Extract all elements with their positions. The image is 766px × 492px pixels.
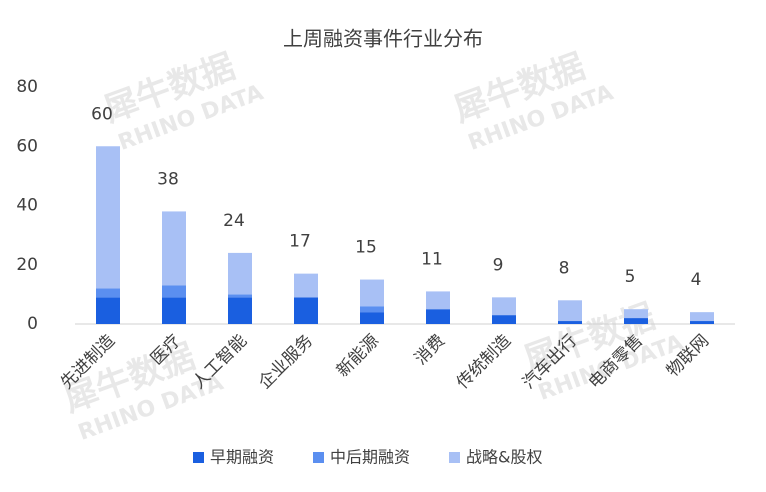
y-tick-label: 80: [16, 77, 38, 97]
bar-segment: [624, 318, 648, 324]
x-tick-label: 传统制造: [453, 331, 515, 393]
legend-label: 战略&股权: [466, 448, 542, 467]
total-label: 4: [691, 270, 702, 290]
legend-swatch: [313, 452, 324, 463]
legend-label: 早期融资: [210, 448, 274, 467]
y-tick-label: 20: [16, 255, 38, 275]
bar-segment: [294, 273, 318, 298]
bar-segment: [162, 211, 186, 286]
bar-segment: [624, 309, 648, 319]
bar-segment: [360, 312, 384, 324]
bar-segment: [162, 285, 186, 298]
legend-swatch: [193, 452, 204, 463]
total-label: 60: [91, 104, 113, 124]
total-label: 5: [625, 267, 636, 287]
bar-segment: [426, 291, 450, 310]
bar-segment: [360, 306, 384, 313]
bar-segment: [360, 279, 384, 307]
bar-segment: [96, 297, 120, 324]
total-label: 8: [559, 258, 570, 278]
bar-segment: [558, 300, 582, 322]
bar-segment: [690, 312, 714, 322]
bar-segment: [228, 294, 252, 298]
legend-label: 中后期融资: [330, 448, 410, 467]
bar-segment: [228, 252, 252, 295]
bar-segment: [96, 146, 120, 289]
total-label: 38: [157, 169, 179, 189]
bar-segment: [228, 297, 252, 324]
bar-segment: [558, 321, 582, 324]
chart-title: 上周融资事件行业分布: [283, 27, 483, 51]
total-label: 15: [355, 238, 377, 258]
total-label: 17: [289, 232, 311, 252]
bar-segment: [690, 321, 714, 324]
bar-segment: [426, 309, 450, 324]
bar-segment: [492, 315, 516, 324]
bar-segment: [294, 297, 318, 324]
x-tick-label: 企业服务: [255, 331, 317, 393]
y-tick-label: 0: [27, 314, 38, 334]
bar-segment: [162, 297, 186, 324]
x-tick-label: 消费: [411, 331, 449, 369]
x-tick-label: 新能源: [333, 331, 383, 381]
total-label: 9: [493, 255, 504, 275]
legend-swatch: [449, 452, 460, 463]
y-tick-label: 40: [16, 196, 38, 216]
total-label: 24: [223, 211, 245, 231]
bar-segment: [492, 297, 516, 316]
bar-segment: [96, 288, 120, 298]
total-label: 11: [421, 249, 443, 269]
y-tick-label: 60: [16, 136, 38, 156]
